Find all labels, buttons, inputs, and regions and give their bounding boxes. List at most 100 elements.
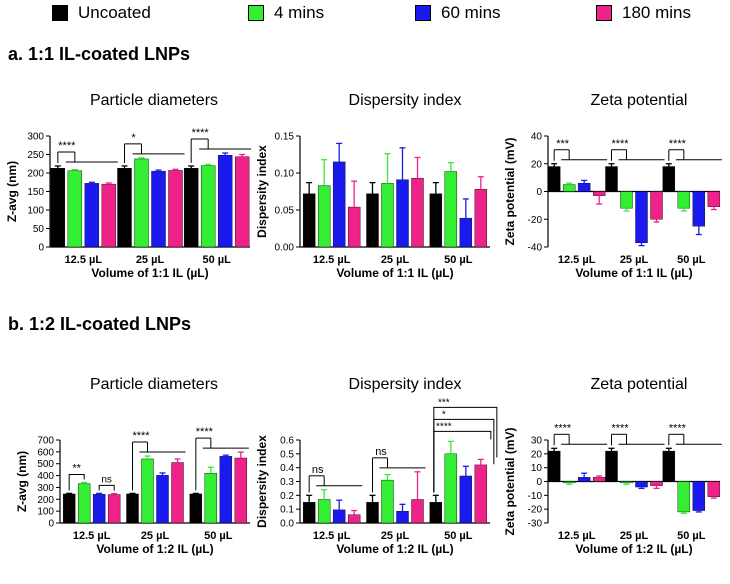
- bar-uncoated: [302, 193, 316, 248]
- y-tick-label: 0.1: [280, 505, 294, 516]
- bar-4-mins: [562, 481, 576, 484]
- y-tick-label: 0.6: [280, 436, 294, 447]
- bar-180-mins: [592, 191, 606, 196]
- bar-uncoated: [302, 502, 316, 524]
- y-tick-label: 300: [27, 132, 44, 143]
- bar-uncoated: [366, 502, 379, 524]
- bar-180-mins: [107, 494, 121, 524]
- legend-swatch: [596, 5, 612, 21]
- significance-annotation: ****: [611, 138, 665, 161]
- x-axis-label: Volume of 1:2 IL (µL): [96, 542, 213, 556]
- chart-a1-particle-diameters: 0 50 100 150 200 250 300 Z-avg (nm) 12.5 µL 25 µL…: [5, 127, 252, 280]
- bar-180-mins: [347, 206, 361, 248]
- x-tick-label: 12.5 µL: [313, 530, 351, 542]
- bar-uncoated: [189, 493, 203, 524]
- chart-title-a1: Particle diameters: [89, 92, 219, 109]
- y-tick-label: -10: [528, 491, 543, 502]
- significance-annotation: ***: [553, 138, 608, 161]
- significance-label: *: [442, 409, 446, 420]
- significance-annotation: ***: [433, 397, 498, 493]
- bar-uncoated: [605, 450, 618, 482]
- bracket-line: [433, 406, 498, 493]
- bar-60-mins: [692, 481, 706, 511]
- bar-60-mins: [635, 481, 648, 488]
- bar-uncoated: [117, 167, 132, 248]
- bar-180-mins: [650, 481, 663, 486]
- y-tick-label: -20: [528, 215, 543, 226]
- bar-180-mins: [707, 191, 721, 207]
- chart-a2-dispersity-index: 0.00 0.05 0.10 0.15 Dispersity index 12.5 µL 2…: [255, 132, 490, 280]
- bar-180-mins: [101, 183, 117, 248]
- bar-180-mins: [707, 481, 721, 497]
- chart-title-a3: Zeta potential: [590, 92, 688, 109]
- bar-4-mins: [204, 472, 218, 524]
- significance-annotation: ****: [668, 422, 722, 446]
- x-tick-label: 25 µL: [136, 254, 165, 266]
- x-tick-label: 25 µL: [620, 254, 649, 266]
- bar-uncoated: [429, 193, 443, 248]
- y-tick-label: 0.4: [280, 463, 294, 474]
- bar-4-mins: [444, 453, 458, 524]
- significance-label: ****: [192, 127, 210, 139]
- y-tick-label: 0: [38, 243, 44, 254]
- significance-label: ns: [312, 464, 324, 476]
- bar-180-mins: [411, 177, 424, 248]
- bar-uncoated: [547, 450, 561, 482]
- bar-180-mins: [171, 462, 184, 524]
- x-tick-label: 12.5 µL: [313, 254, 351, 266]
- x-tick-label: 12.5 µL: [65, 254, 103, 266]
- bar-60-mins: [396, 511, 409, 524]
- x-tick-label: 25 µL: [381, 530, 410, 542]
- significance-label: **: [72, 462, 81, 474]
- x-tick-label: 25 µL: [620, 530, 649, 542]
- x-tick-label: 12.5 µL: [558, 530, 596, 542]
- x-tick-label: 50 µL: [677, 254, 706, 266]
- x-tick-label: 12.5 µL: [558, 254, 596, 266]
- x-tick-label: 12.5 µL: [73, 530, 111, 542]
- legend: Uncoated 4 mins 60 mins 180 mins: [0, 0, 730, 28]
- significance-label: ****: [132, 430, 150, 442]
- bar-180-mins: [474, 464, 488, 524]
- bar-180-mins: [650, 191, 663, 220]
- chart-title-b2: Dispersity index: [348, 376, 462, 393]
- significance-label: ***: [438, 397, 450, 408]
- significance-annotation: ****: [132, 430, 186, 491]
- bar-60-mins: [332, 509, 346, 524]
- legend-label: 4 mins: [274, 3, 325, 22]
- bar-4-mins: [381, 479, 394, 524]
- bar-uncoated: [50, 167, 66, 248]
- bar-uncoated: [366, 193, 379, 248]
- y-axis-label: Z-avg (nm): [5, 161, 19, 222]
- significance-label: ns: [101, 474, 112, 485]
- y-tick-label: 0.0: [280, 519, 294, 530]
- bar-uncoated: [662, 166, 676, 192]
- y-axis-label: Z-avg (nm): [15, 451, 29, 512]
- bar-60-mins: [217, 155, 233, 248]
- y-tick-label: 10: [531, 463, 543, 474]
- y-tick-label: 50: [33, 224, 45, 235]
- significance-annotation: ****: [611, 422, 665, 446]
- significance-annotation: ****: [190, 127, 252, 163]
- y-tick-label: 300: [37, 483, 54, 494]
- x-axis-label: Volume of 1:1 IL (µL): [336, 266, 453, 280]
- y-tick-label: 500: [37, 459, 54, 470]
- significance-label: ****: [58, 140, 76, 152]
- legend-swatch: [415, 5, 431, 21]
- y-tick-label: 0.5: [280, 449, 294, 460]
- section-b-title: b. 1:2 IL-coated LNPs: [8, 314, 192, 334]
- chart-title-b1: Particle diameters: [89, 376, 219, 393]
- bar-4-mins: [677, 481, 691, 513]
- bar-4-mins: [200, 165, 216, 248]
- x-tick-label: 25 µL: [141, 530, 170, 542]
- bar-60-mins: [692, 191, 706, 227]
- y-tick-label: 20: [531, 449, 543, 460]
- bar-uncoated: [429, 502, 443, 524]
- bar-4-mins: [67, 170, 83, 248]
- y-tick-label: 0: [536, 187, 542, 198]
- x-tick-label: 50 µL: [204, 530, 233, 542]
- x-axis-label: Volume of 1:2 IL (µL): [575, 542, 692, 556]
- bar-4-mins: [620, 191, 633, 209]
- significance-annotation: ****: [668, 138, 722, 161]
- bar-60-mins: [332, 161, 346, 248]
